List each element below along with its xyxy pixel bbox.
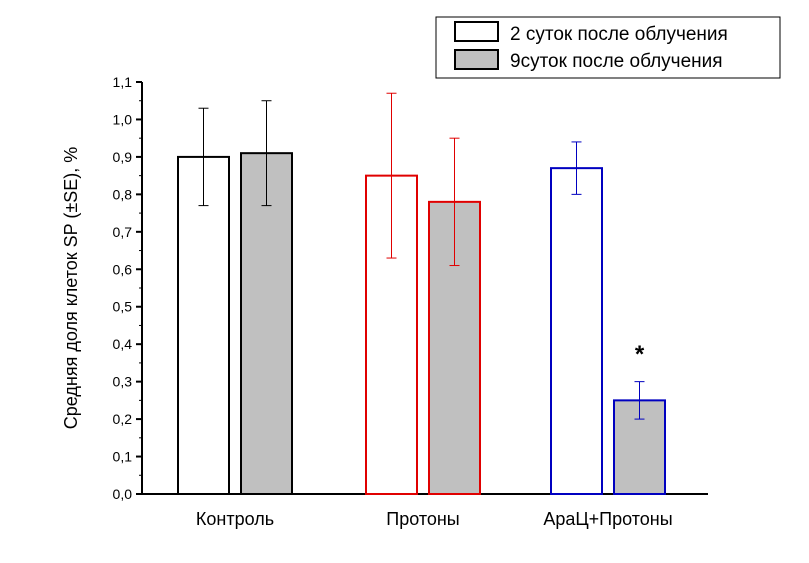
bar [550, 167, 603, 496]
y-tick-label: 1,1 [113, 74, 133, 90]
legend-swatch-2-days [454, 21, 499, 42]
y-tick-label: 0,1 [113, 449, 133, 465]
y-tick-label: 0,5 [113, 299, 133, 315]
bar [177, 155, 230, 495]
y-tick-label: 0,3 [113, 374, 133, 390]
y-tick-label: 0,6 [113, 261, 133, 277]
y-tick-label: 0,8 [113, 186, 133, 202]
y-tick-label: 0,7 [113, 224, 133, 240]
y-tick-label: 0,4 [113, 336, 133, 352]
x-tick-label: Контроль [196, 509, 274, 529]
legend: 2 суток после облучения 9суток после обл… [435, 16, 781, 79]
y-tick-label: 0,0 [113, 486, 133, 502]
y-tick-label: 1,0 [113, 111, 133, 127]
x-tick-label: АраЦ+Протоны [543, 509, 672, 529]
legend-label-9-days: 9суток после облучения [510, 51, 723, 72]
x-tick-label: Протоны [386, 509, 460, 529]
significance-asterisk: * [635, 341, 645, 368]
legend-label-2-days: 2 суток после облучения [510, 24, 728, 45]
y-tick-label: 0,9 [113, 149, 133, 165]
y-tick-label: 0,2 [113, 411, 133, 427]
legend-swatch-9-days [454, 49, 499, 70]
y-axis-label: Средняя доля клеток SP (±SE), % [61, 147, 81, 429]
bar [240, 152, 293, 495]
